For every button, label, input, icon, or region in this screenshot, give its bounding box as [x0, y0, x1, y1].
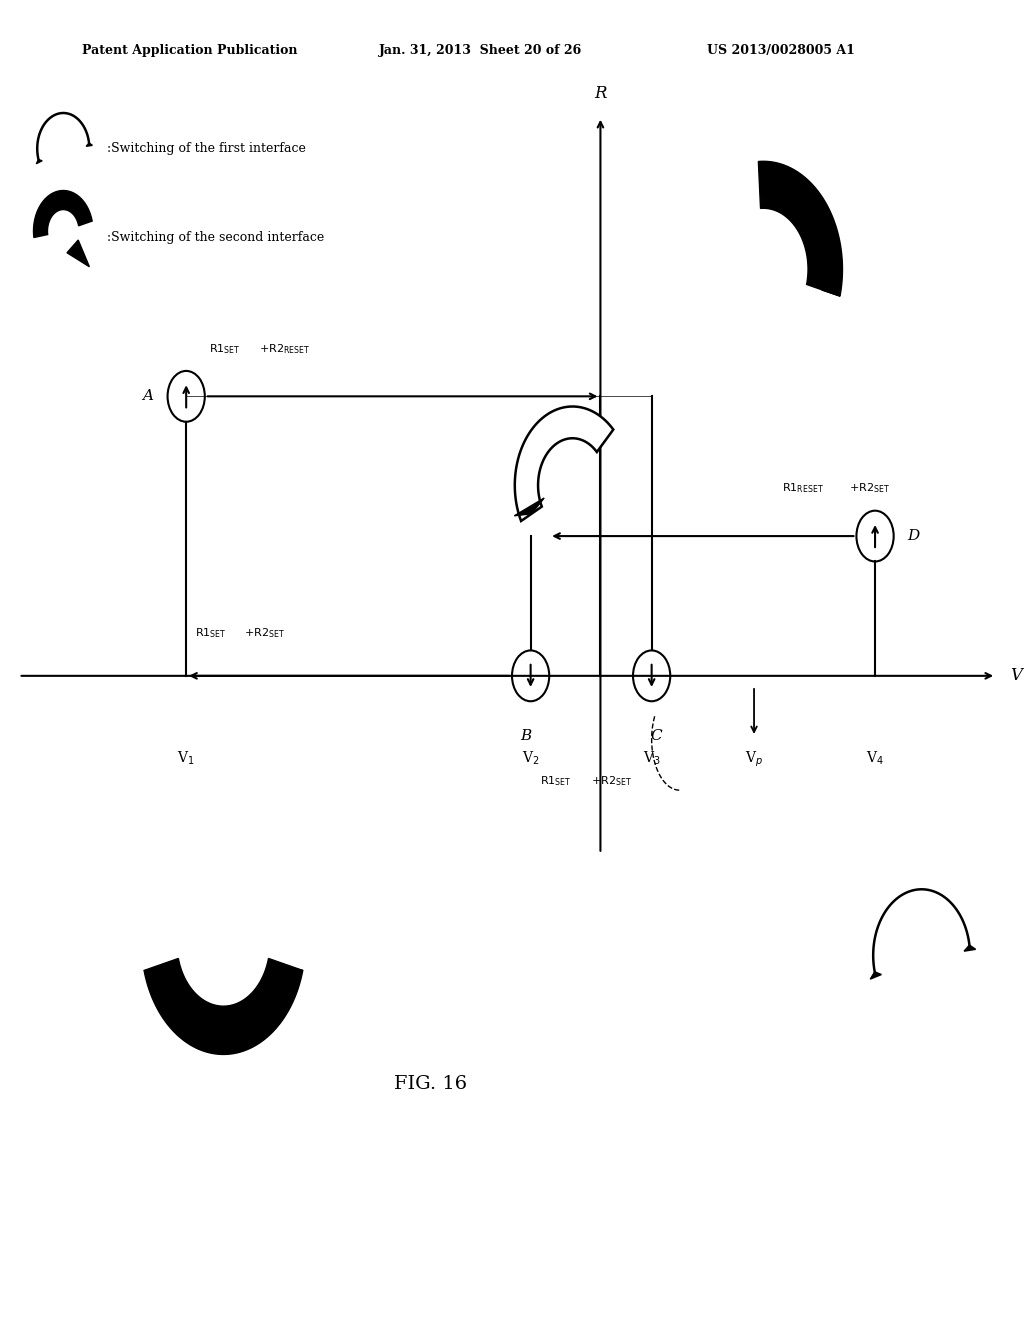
Text: V$_4$: V$_4$ — [866, 750, 884, 767]
Text: V$_1$: V$_1$ — [177, 750, 195, 767]
Text: +R2$_{\mathsf{RESET}}$: +R2$_{\mathsf{RESET}}$ — [259, 342, 310, 355]
Polygon shape — [514, 498, 544, 516]
Text: :Switching of the second interface: :Switching of the second interface — [108, 231, 325, 244]
Polygon shape — [822, 279, 840, 296]
Text: R: R — [594, 84, 606, 102]
Text: :Switching of the first interface: :Switching of the first interface — [108, 143, 306, 154]
Text: R1$_{\mathsf{SET}}$: R1$_{\mathsf{SET}}$ — [210, 342, 241, 355]
Text: V$_2$: V$_2$ — [522, 750, 540, 767]
Polygon shape — [67, 240, 89, 267]
Text: +R2$_{\mathsf{SET}}$: +R2$_{\mathsf{SET}}$ — [849, 482, 890, 495]
Polygon shape — [870, 972, 882, 979]
Text: R1$_{\mathsf{RESET}}$: R1$_{\mathsf{RESET}}$ — [782, 482, 823, 495]
Polygon shape — [144, 958, 303, 1055]
Text: R1$_{\mathsf{SET}}$: R1$_{\mathsf{SET}}$ — [540, 774, 571, 788]
Polygon shape — [34, 190, 92, 238]
Text: D: D — [907, 529, 920, 543]
Text: R1$_{\mathsf{SET}}$: R1$_{\mathsf{SET}}$ — [196, 627, 227, 640]
Polygon shape — [283, 966, 303, 981]
Text: Patent Application Publication: Patent Application Publication — [82, 44, 297, 57]
Text: US 2013/0028005 A1: US 2013/0028005 A1 — [707, 44, 854, 57]
Text: C: C — [650, 729, 663, 743]
Text: V$_3$: V$_3$ — [643, 750, 660, 767]
Polygon shape — [515, 407, 613, 521]
Text: +R2$_{\mathsf{SET}}$: +R2$_{\mathsf{SET}}$ — [591, 774, 632, 788]
Text: V$_p$: V$_p$ — [745, 750, 763, 768]
Polygon shape — [86, 143, 92, 147]
Polygon shape — [36, 160, 42, 164]
Text: FIG. 16: FIG. 16 — [393, 1074, 467, 1093]
Text: B: B — [520, 729, 531, 743]
Text: +R2$_{\mathsf{SET}}$: +R2$_{\mathsf{SET}}$ — [244, 627, 285, 640]
Text: V: V — [1010, 668, 1022, 684]
Text: A: A — [142, 389, 154, 404]
Text: Jan. 31, 2013  Sheet 20 of 26: Jan. 31, 2013 Sheet 20 of 26 — [379, 44, 582, 57]
Polygon shape — [964, 945, 976, 952]
Polygon shape — [759, 161, 843, 296]
